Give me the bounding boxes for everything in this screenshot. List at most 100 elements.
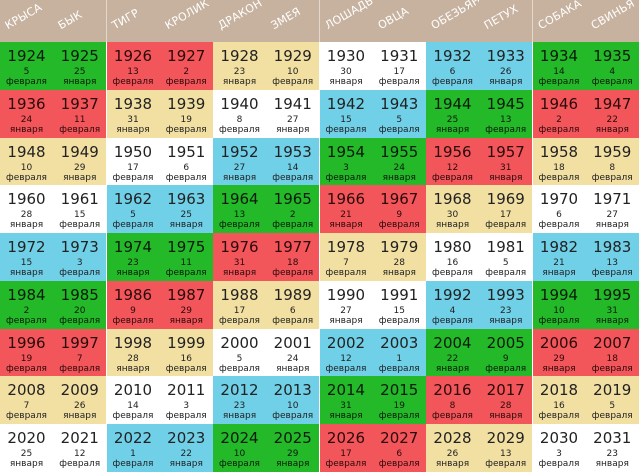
year-cell: 1962 5 февраля <box>106 185 161 235</box>
new-year-day: 31 <box>233 258 246 269</box>
zodiac-animal-label: ОВЦА <box>375 4 411 33</box>
new-year-day: 12 <box>340 353 352 364</box>
new-year-month: февраля <box>165 268 207 279</box>
new-year-day: 5 <box>23 67 30 77</box>
year-cell: 2015 19 февраля <box>372 376 427 426</box>
year-cell: 2004 22 января <box>426 328 480 378</box>
year-number: 1994 <box>539 285 579 304</box>
year-cell: 2020 25 января <box>0 424 54 473</box>
new-year-day: 3 <box>76 258 83 269</box>
new-year-month: января <box>329 77 363 87</box>
year-cell: 1933 26 января <box>479 42 534 91</box>
year-number: 1962 <box>113 190 153 209</box>
zodiac-header-cell: ПЕТУХ <box>479 0 534 42</box>
new-year-month: января <box>63 77 97 87</box>
zodiac-animal-label: СОБАКА <box>535 0 584 33</box>
new-year-day: 13 <box>500 449 512 460</box>
new-year-month: февраля <box>432 315 473 326</box>
new-year-day: 30 <box>340 67 352 77</box>
new-year-day: 1 <box>396 353 403 364</box>
year-number: 2019 <box>593 381 632 400</box>
new-year-month: января <box>595 220 629 231</box>
new-year-day: 15 <box>340 114 352 125</box>
year-number: 1944 <box>433 94 472 113</box>
new-year-day: 17 <box>127 162 139 173</box>
new-year-month: января <box>382 172 416 183</box>
year-cell: 1994 10 февраля <box>532 280 587 330</box>
new-year-day: 7 <box>343 258 349 269</box>
year-number: 1998 <box>113 333 153 352</box>
year-number: 1975 <box>167 238 206 257</box>
year-number: 1952 <box>220 142 259 161</box>
year-cell: 1942 15 февраля <box>319 89 374 139</box>
new-year-month: февраля <box>378 77 420 87</box>
year-cell: 1971 27 января <box>585 185 639 235</box>
new-year-day: 15 <box>393 305 405 316</box>
year-cell: 1948 10 февраля <box>0 137 54 187</box>
year-cell: 1943 5 февраля <box>372 89 427 139</box>
new-year-month: января <box>116 268 150 279</box>
new-year-month: февраля <box>325 172 367 183</box>
new-year-month: февраля <box>378 459 420 470</box>
year-number: 1932 <box>433 47 472 65</box>
new-year-month: февраля <box>112 411 154 422</box>
new-year-month: января <box>222 172 257 183</box>
year-number: 2002 <box>326 333 366 352</box>
year-cell: 1937 11 февраля <box>53 89 108 139</box>
new-year-month: февраля <box>378 363 420 374</box>
year-cell: 2021 12 февраля <box>53 424 108 473</box>
new-year-day: 5 <box>609 401 616 412</box>
year-cell: 1961 15 февраля <box>53 185 108 235</box>
year-number: 1924 <box>7 47 46 65</box>
year-cell: 2022 1 февраля <box>106 424 161 473</box>
new-year-day: 17 <box>500 210 512 221</box>
new-year-month: февраля <box>165 411 207 422</box>
year-number: 2006 <box>539 333 579 352</box>
new-year-day: 12 <box>446 162 459 173</box>
new-year-month: января <box>329 220 363 231</box>
year-number: 1945 <box>486 94 525 113</box>
zodiac-header-cell: СОБАКА <box>532 0 587 42</box>
zodiac-animal-label: ОБЕЗЬЯНА <box>428 0 480 33</box>
year-number: 2009 <box>60 381 99 400</box>
new-year-day: 20 <box>74 305 86 316</box>
year-number: 2018 <box>539 381 579 400</box>
year-number: 2001 <box>273 333 312 352</box>
year-number: 1974 <box>113 238 153 257</box>
new-year-month: января <box>382 268 416 279</box>
new-year-day: 29 <box>287 449 299 460</box>
year-cell: 1932 6 февраля <box>426 42 480 91</box>
year-cell: 2025 29 января <box>266 424 321 473</box>
year-cell: 1993 23 января <box>479 280 534 330</box>
year-cell: 1972 15 января <box>0 233 54 283</box>
year-number: 1929 <box>273 47 312 65</box>
new-year-month: февраля <box>272 268 314 279</box>
year-number: 2000 <box>220 333 259 352</box>
new-year-month: февраля <box>325 459 367 470</box>
new-year-month: февраля <box>165 363 207 374</box>
new-year-day: 13 <box>233 210 246 221</box>
new-year-day: 27 <box>340 305 352 316</box>
new-year-day: 7 <box>23 401 30 412</box>
new-year-month: января <box>222 268 257 279</box>
year-cell: 1935 4 февраля <box>585 42 639 91</box>
zodiac-header-cell: ДРАКОН <box>213 0 267 42</box>
zodiac-header-cell: КРЫСА <box>0 0 54 42</box>
year-cell: 1931 17 февраля <box>372 42 427 91</box>
new-year-month: февраля <box>538 124 580 135</box>
zodiac-animal-label: КРОЛИК <box>162 0 212 33</box>
zodiac-header-cell: ОВЦА <box>372 0 427 42</box>
year-number: 1960 <box>7 190 46 209</box>
year-number: 2005 <box>486 333 525 352</box>
year-number: 1938 <box>113 94 153 113</box>
year-number: 1968 <box>433 190 472 209</box>
new-year-day: 9 <box>130 305 136 316</box>
year-number: 1943 <box>380 94 419 113</box>
year-cell: 1929 10 февраля <box>266 42 321 91</box>
year-number: 2017 <box>486 381 525 400</box>
year-cell: 1940 8 февраля <box>213 89 267 139</box>
new-year-month: февраля <box>219 124 260 135</box>
new-year-month: января <box>595 459 629 470</box>
year-number: 1984 <box>7 285 46 304</box>
year-cell: 1966 21 января <box>319 185 374 235</box>
